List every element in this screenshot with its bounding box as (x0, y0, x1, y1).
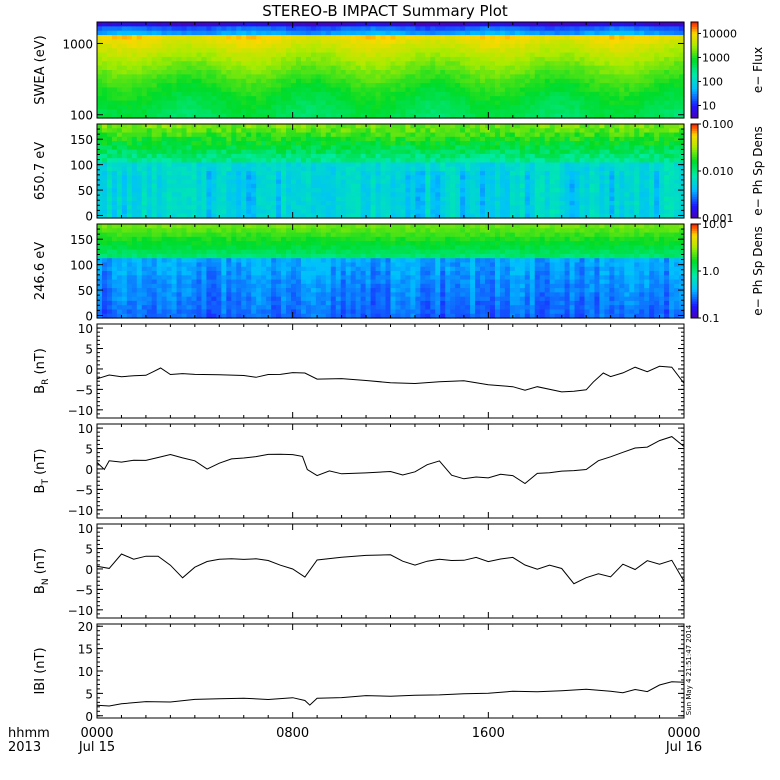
panel-3: 0.1 1.0 10.0 e− Ph Sp Dens 0 50 100 150 246.6 eV (33, 218, 765, 325)
y-tick-label: 0 (85, 463, 93, 477)
y-tick-label: 0 (85, 309, 93, 323)
y-tick-label: −10 (68, 504, 93, 518)
y-tick-label: 150 (70, 133, 93, 147)
time-axis-corner-label: hhmm (8, 726, 50, 741)
panel-frame (96, 323, 685, 419)
y-tick-label: 0 (85, 209, 93, 223)
colorbar-tick-label: 10 (702, 99, 716, 112)
y-axis-label: IBI (nT) (33, 647, 48, 694)
panel-6: −10 −5 0 5 10 BN (nT) (33, 522, 685, 619)
time-tick-label: 1600 (472, 726, 505, 741)
series-line (96, 365, 685, 393)
y-tick-label: 10 (78, 322, 93, 336)
y-tick-label: 15 (78, 643, 93, 657)
y-tick-label: 50 (78, 284, 93, 298)
y-axis-label: BN (nT) (33, 548, 51, 594)
colorbar-tick-label: 10000 (702, 27, 737, 40)
time-tick-label: 0800 (276, 726, 309, 741)
spectrogram-cells (97, 224, 685, 319)
spectrogram-cells (97, 22, 685, 119)
y-tick-label: 0 (85, 563, 93, 577)
panel-2: 0.001 0.010 0.100 e− Ph Sp Dens 0 50 100 150 650… (33, 118, 765, 225)
colorbar-frame (690, 21, 699, 119)
plot-title: STEREO-B IMPACT Summary Plot (262, 2, 508, 20)
colorbar-tick-label: 0.100 (702, 118, 734, 131)
colorbar-tick-label: 10.0 (702, 218, 727, 231)
time-tick-label: 0000 (667, 726, 700, 741)
y-tick-label: −10 (68, 404, 93, 418)
y-tick-label: 5 (85, 543, 93, 557)
panel-1: 10 100 1000 10000 e− Flux 100 1000 SWEA (eV) (33, 21, 765, 123)
y-tick-label: 0 (85, 710, 93, 724)
colorbar-tick-label: 1.0 (702, 265, 720, 278)
series-line (96, 553, 685, 585)
y-tick-label: 1000 (62, 37, 93, 51)
y-tick-label: 100 (70, 259, 93, 273)
colorbar-label: e− Ph Sp Dens (751, 226, 765, 315)
colorbar-tick-label: 0.1 (702, 312, 720, 325)
y-tick-label: −5 (75, 583, 93, 597)
spectrogram-cells (97, 124, 685, 219)
time-tick-label: 0000 (80, 726, 113, 741)
colorbar: 10 100 1000 10000 e− Flux (690, 21, 765, 119)
colorbar-label: e− Ph Sp Dens (751, 126, 765, 215)
time-axis-corner-year: 2013 (8, 740, 41, 755)
y-axis-label: BR (nT) (33, 348, 51, 394)
y-tick-label: −5 (75, 483, 93, 497)
y-tick-label: 5 (85, 687, 93, 701)
colorbar: 0.001 0.010 0.100 e− Ph Sp Dens (690, 118, 765, 225)
y-tick-label: 10 (78, 665, 93, 679)
colorbar-tick-label: 100 (702, 75, 723, 88)
y-tick-label: 100 (70, 109, 93, 123)
colorbar-tick-label: 1000 (702, 51, 730, 64)
panel-5: −10 −5 0 5 10 BT (nT) (33, 422, 685, 519)
panel-4: −10 −5 0 5 10 BR (nT) (33, 322, 685, 419)
colorbar-tick-label: 0.001 (702, 212, 734, 225)
y-tick-label: −5 (75, 383, 93, 397)
time-tick-date: Jul 15 (78, 740, 115, 755)
y-axis-label: 246.6 eV (33, 242, 48, 300)
y-tick-label: 5 (85, 443, 93, 457)
time-tick-date: Jul 16 (665, 740, 702, 755)
colorbar-tick-label: 0.010 (702, 165, 734, 178)
y-tick-label: 0 (85, 363, 93, 377)
series-line (96, 681, 685, 707)
y-tick-label: 5 (85, 343, 93, 357)
y-axis-label: SWEA (eV) (33, 35, 48, 104)
y-axis-label: 650.7 eV (33, 142, 48, 200)
y-tick-label: 20 (78, 620, 93, 634)
y-tick-label: 10 (78, 422, 93, 436)
panel-frame (96, 623, 685, 719)
y-tick-label: 150 (70, 233, 93, 247)
panel-frame (96, 523, 685, 619)
y-tick-label: 50 (78, 184, 93, 198)
series-line (96, 436, 685, 485)
y-axis-label: BT (nT) (33, 449, 51, 494)
y-tick-label: −10 (68, 604, 93, 618)
timestamp: Sun May 4 21:51:47 2014 (685, 624, 693, 715)
panel-7: 0 5 10 15 20 IBI (nT) (33, 620, 685, 724)
y-tick-label: 100 (70, 159, 93, 173)
colorbar-label: e− Flux (751, 47, 765, 93)
colorbar: 0.1 1.0 10.0 e− Ph Sp Dens (690, 218, 765, 325)
y-tick-label: 10 (78, 522, 93, 536)
